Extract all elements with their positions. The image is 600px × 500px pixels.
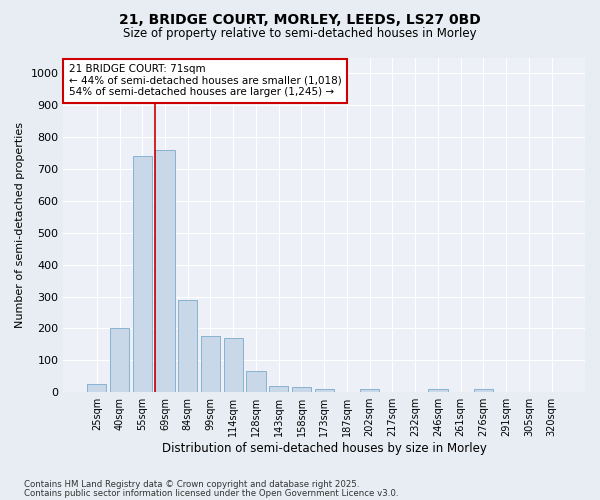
Bar: [269, 386, 289, 392]
Bar: [155, 150, 175, 392]
Text: Contains HM Land Registry data © Crown copyright and database right 2025.: Contains HM Land Registry data © Crown c…: [24, 480, 359, 489]
Bar: [247, 372, 266, 392]
Text: 21 BRIDGE COURT: 71sqm
← 44% of semi-detached houses are smaller (1,018)
54% of : 21 BRIDGE COURT: 71sqm ← 44% of semi-det…: [68, 64, 341, 98]
Bar: [224, 338, 243, 392]
Bar: [87, 384, 106, 392]
Bar: [110, 328, 129, 392]
Bar: [292, 388, 311, 392]
Bar: [428, 389, 448, 392]
Bar: [178, 300, 197, 392]
Text: 21, BRIDGE COURT, MORLEY, LEEDS, LS27 0BD: 21, BRIDGE COURT, MORLEY, LEEDS, LS27 0B…: [119, 12, 481, 26]
Text: Size of property relative to semi-detached houses in Morley: Size of property relative to semi-detach…: [123, 28, 477, 40]
Bar: [133, 156, 152, 392]
Y-axis label: Number of semi-detached properties: Number of semi-detached properties: [15, 122, 25, 328]
Text: Contains public sector information licensed under the Open Government Licence v3: Contains public sector information licen…: [24, 488, 398, 498]
Bar: [314, 389, 334, 392]
X-axis label: Distribution of semi-detached houses by size in Morley: Distribution of semi-detached houses by …: [162, 442, 487, 455]
Bar: [474, 389, 493, 392]
Bar: [201, 336, 220, 392]
Bar: [360, 389, 379, 392]
